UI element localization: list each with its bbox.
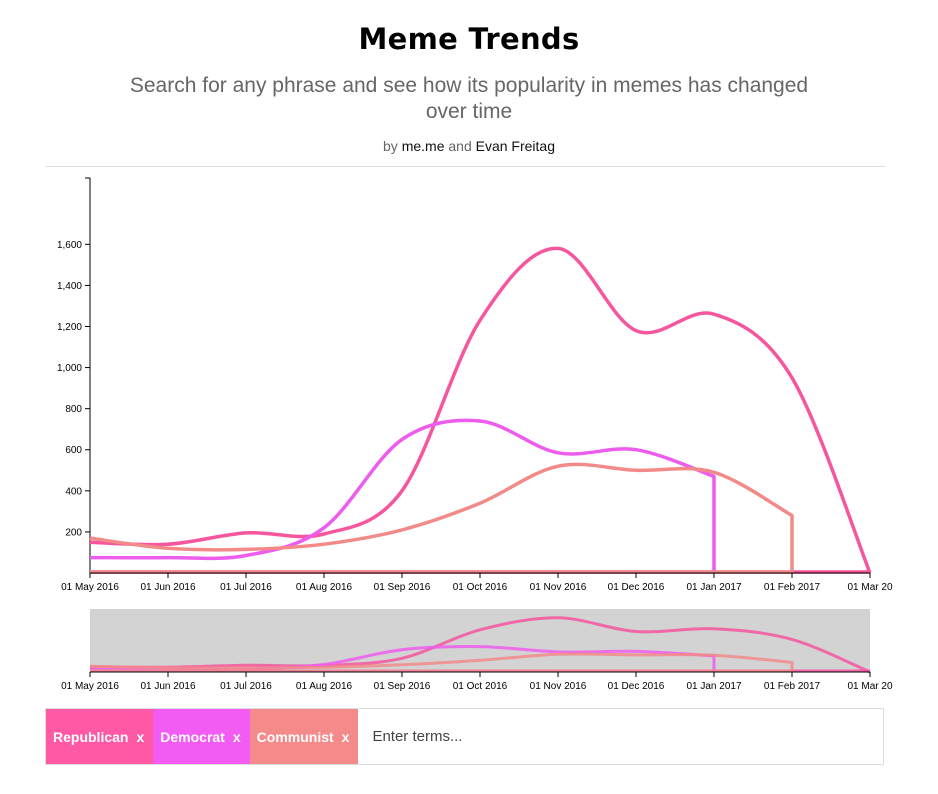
term-chip-label: Republican (53, 728, 129, 745)
y-tick-label: 1,400 (57, 281, 82, 292)
series-line-communist (89, 652, 794, 672)
brush-overview-chart[interactable]: 01 May 2016 01 Jun 2016 01 Jul 2016 01 Aug … (0, 600, 938, 696)
brush-background (90, 609, 870, 672)
page-subtitle: Search for any phrase and see how its po… (129, 74, 809, 123)
x-tick-label: 01 Oct 2016 (453, 582, 508, 593)
x-tick-label: 01 May 2016 (61, 681, 119, 692)
term-chip-label: Communist (256, 728, 334, 745)
x-tick-label: 01 Jun 2016 (140, 681, 195, 692)
term-chip-republican[interactable]: Republican x (46, 709, 154, 764)
x-tick-label: 01 Jan 2017 (686, 681, 741, 692)
x-tick-label: 01 Nov 2016 (530, 582, 587, 593)
x-tick-label: 01 Sep 2016 (374, 681, 431, 692)
x-tick-label: 01 Aug 2016 (296, 681, 353, 692)
x-tick-label: 01 Feb 2017 (764, 681, 821, 692)
x-tick-label: 01 Feb 2017 (764, 582, 821, 593)
x-tick-label: 01 Mar 20 (847, 681, 892, 692)
term-chip-label: Democrat (160, 728, 225, 745)
y-tick-label: 600 (65, 445, 82, 456)
page-title: Meme Trends (358, 22, 580, 56)
series-line-republican (89, 246, 872, 574)
x-tick-label: 01 Nov 2016 (530, 681, 587, 692)
x-tick-label: 01 Sep 2016 (374, 582, 431, 593)
term-chip-democrat[interactable]: Democrat x (153, 709, 250, 764)
main-line-chart: 200 400 600 800 1,000 1,200 1,400 1,600 01 May 2… (57, 177, 893, 593)
y-tick-label: 1,600 (57, 240, 82, 251)
term-search-bar: Republican x Democrat x Communist x (45, 708, 884, 765)
x-tick-label: 01 Oct 2016 (453, 681, 508, 692)
y-tick-label: 800 (65, 404, 82, 415)
author-link-evan[interactable]: Evan Freitag (475, 138, 555, 154)
remove-term-button[interactable]: x (232, 728, 241, 745)
y-tick-label: 1,000 (57, 363, 82, 374)
x-tick-label: 01 Dec 2016 (608, 582, 665, 593)
byline: by me.me and Evan Freitag (0, 138, 938, 154)
x-tick-label: 01 Dec 2016 (608, 681, 665, 692)
author-link-meme[interactable]: me.me (401, 138, 445, 154)
x-tick-label: 01 Jul 2016 (220, 582, 272, 593)
series-line-republican (89, 616, 871, 674)
x-tick-label: 01 May 2016 (61, 582, 119, 593)
x-tick-label: 01 Jan 2017 (686, 582, 741, 593)
byline-and: and (448, 138, 472, 154)
remove-term-button[interactable]: x (341, 728, 350, 745)
series-line-communist (89, 462, 794, 573)
y-tick-label: 1,200 (57, 322, 82, 333)
remove-term-button[interactable]: x (136, 728, 145, 745)
term-chip-communist[interactable]: Communist x (249, 709, 359, 764)
series-line-democrat (89, 418, 716, 573)
header-divider (46, 166, 885, 167)
y-tick-label: 400 (65, 486, 82, 497)
term-search-input[interactable] (358, 709, 883, 764)
byline-prefix: by (383, 138, 398, 154)
x-tick-label: 01 Mar 20 (847, 582, 892, 593)
x-tick-label: 01 Jul 2016 (220, 681, 272, 692)
y-tick-label: 200 (65, 527, 82, 538)
x-tick-label: 01 Jun 2016 (140, 582, 195, 593)
x-tick-label: 01 Aug 2016 (296, 582, 353, 593)
